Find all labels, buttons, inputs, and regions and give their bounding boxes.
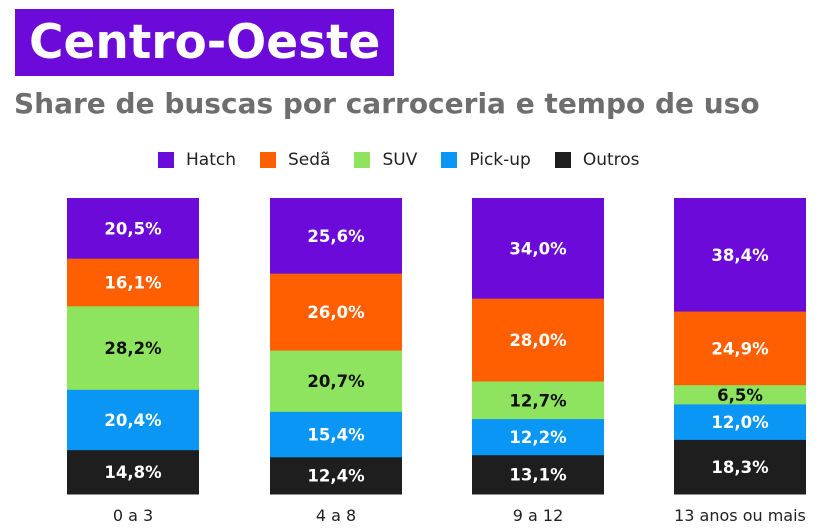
category-label-2: 4 a 8: [316, 506, 356, 525]
legend-item-pickup: Pick-up: [441, 150, 531, 170]
data-label-seda-4: 24,9%: [711, 339, 769, 358]
category-label-4: 13 anos ou mais: [674, 506, 806, 525]
data-label-pick-up-4: 12,0%: [711, 413, 769, 432]
bar-segment-hatch-4: [674, 198, 806, 313]
data-label-outros-1: 14,8%: [104, 463, 162, 482]
data-label-seda-3: 28,0%: [509, 331, 567, 350]
data-label-suv-1: 28,2%: [104, 339, 162, 358]
data-label-hatch-3: 34,0%: [509, 239, 567, 258]
legend-swatch-outros: [554, 152, 571, 168]
bar-segment-pick-up-3: [472, 419, 604, 456]
data-label-hatch-2: 25,6%: [307, 227, 365, 246]
chart-title-text: Centro-Oeste: [29, 15, 381, 70]
bar-segment-seda-3: [472, 298, 604, 383]
bar-segment-outros-3: [472, 455, 604, 495]
bar-segment-suv-1: [67, 306, 199, 391]
data-label-pick-up-3: 12,2%: [509, 428, 567, 447]
bar-segment-suv-4: [674, 385, 806, 405]
data-label-seda-2: 26,0%: [307, 303, 365, 322]
data-label-hatch-1: 20,5%: [104, 219, 162, 238]
data-label-pick-up-2: 15,4%: [307, 426, 365, 445]
bar-segment-outros-2: [270, 457, 402, 495]
bar-segment-pick-up-1: [67, 389, 199, 451]
bar-segment-pick-up-4: [674, 404, 806, 441]
bar-segment-suv-3: [472, 381, 604, 420]
bar-segment-hatch-1: [67, 198, 199, 260]
legend-item-outros: Outros: [554, 150, 640, 170]
legend-label-pickup: Pick-up: [469, 150, 531, 170]
legend-item-hatch: Hatch: [158, 150, 236, 170]
data-label-suv-2: 20,7%: [307, 372, 365, 391]
legend-swatch-pickup: [441, 152, 458, 168]
data-label-outros-2: 12,4%: [307, 467, 365, 486]
bar-segment-pick-up-2: [270, 411, 402, 458]
data-label-outros-3: 13,1%: [509, 466, 567, 485]
data-label-pick-up-1: 20,4%: [104, 411, 162, 430]
data-label-outros-4: 18,3%: [711, 458, 769, 477]
bar-segment-suv-2: [270, 350, 402, 413]
legend-label-hatch: Hatch: [186, 150, 236, 170]
bar-segment-seda-2: [270, 273, 402, 352]
data-label-suv-4: 6,5%: [717, 386, 763, 405]
chart-subtitle: Share de buscas por carroceria e tempo d…: [14, 87, 760, 120]
bar-segment-seda-4: [674, 311, 806, 386]
legend-item-seda: Sedã: [260, 150, 330, 170]
category-label-1: 0 a 3: [113, 506, 153, 525]
legend-label-suv: SUV: [382, 150, 418, 170]
bar-segment-hatch-3: [472, 198, 604, 300]
legend-label-seda: Sedã: [288, 150, 331, 170]
chart-title: Centro-Oeste: [15, 9, 395, 76]
category-label-3: 9 a 12: [513, 506, 564, 525]
legend-swatch-suv: [354, 152, 371, 168]
data-label-hatch-4: 38,4%: [711, 246, 769, 265]
legend: Hatch Sedã SUV Pick-up Outros: [158, 150, 664, 170]
data-label-suv-3: 12,7%: [509, 391, 567, 410]
legend-item-suv: SUV: [354, 150, 417, 170]
legend-label-outros: Outros: [582, 150, 640, 170]
bar-segment-hatch-2: [270, 198, 402, 275]
bar-segment-outros-1: [67, 450, 199, 495]
data-label-seda-1: 16,1%: [104, 274, 162, 293]
legend-swatch-seda: [260, 152, 276, 168]
legend-swatch-hatch: [158, 152, 174, 168]
bar-segment-seda-1: [67, 258, 199, 307]
bar-segment-outros-4: [674, 439, 806, 495]
